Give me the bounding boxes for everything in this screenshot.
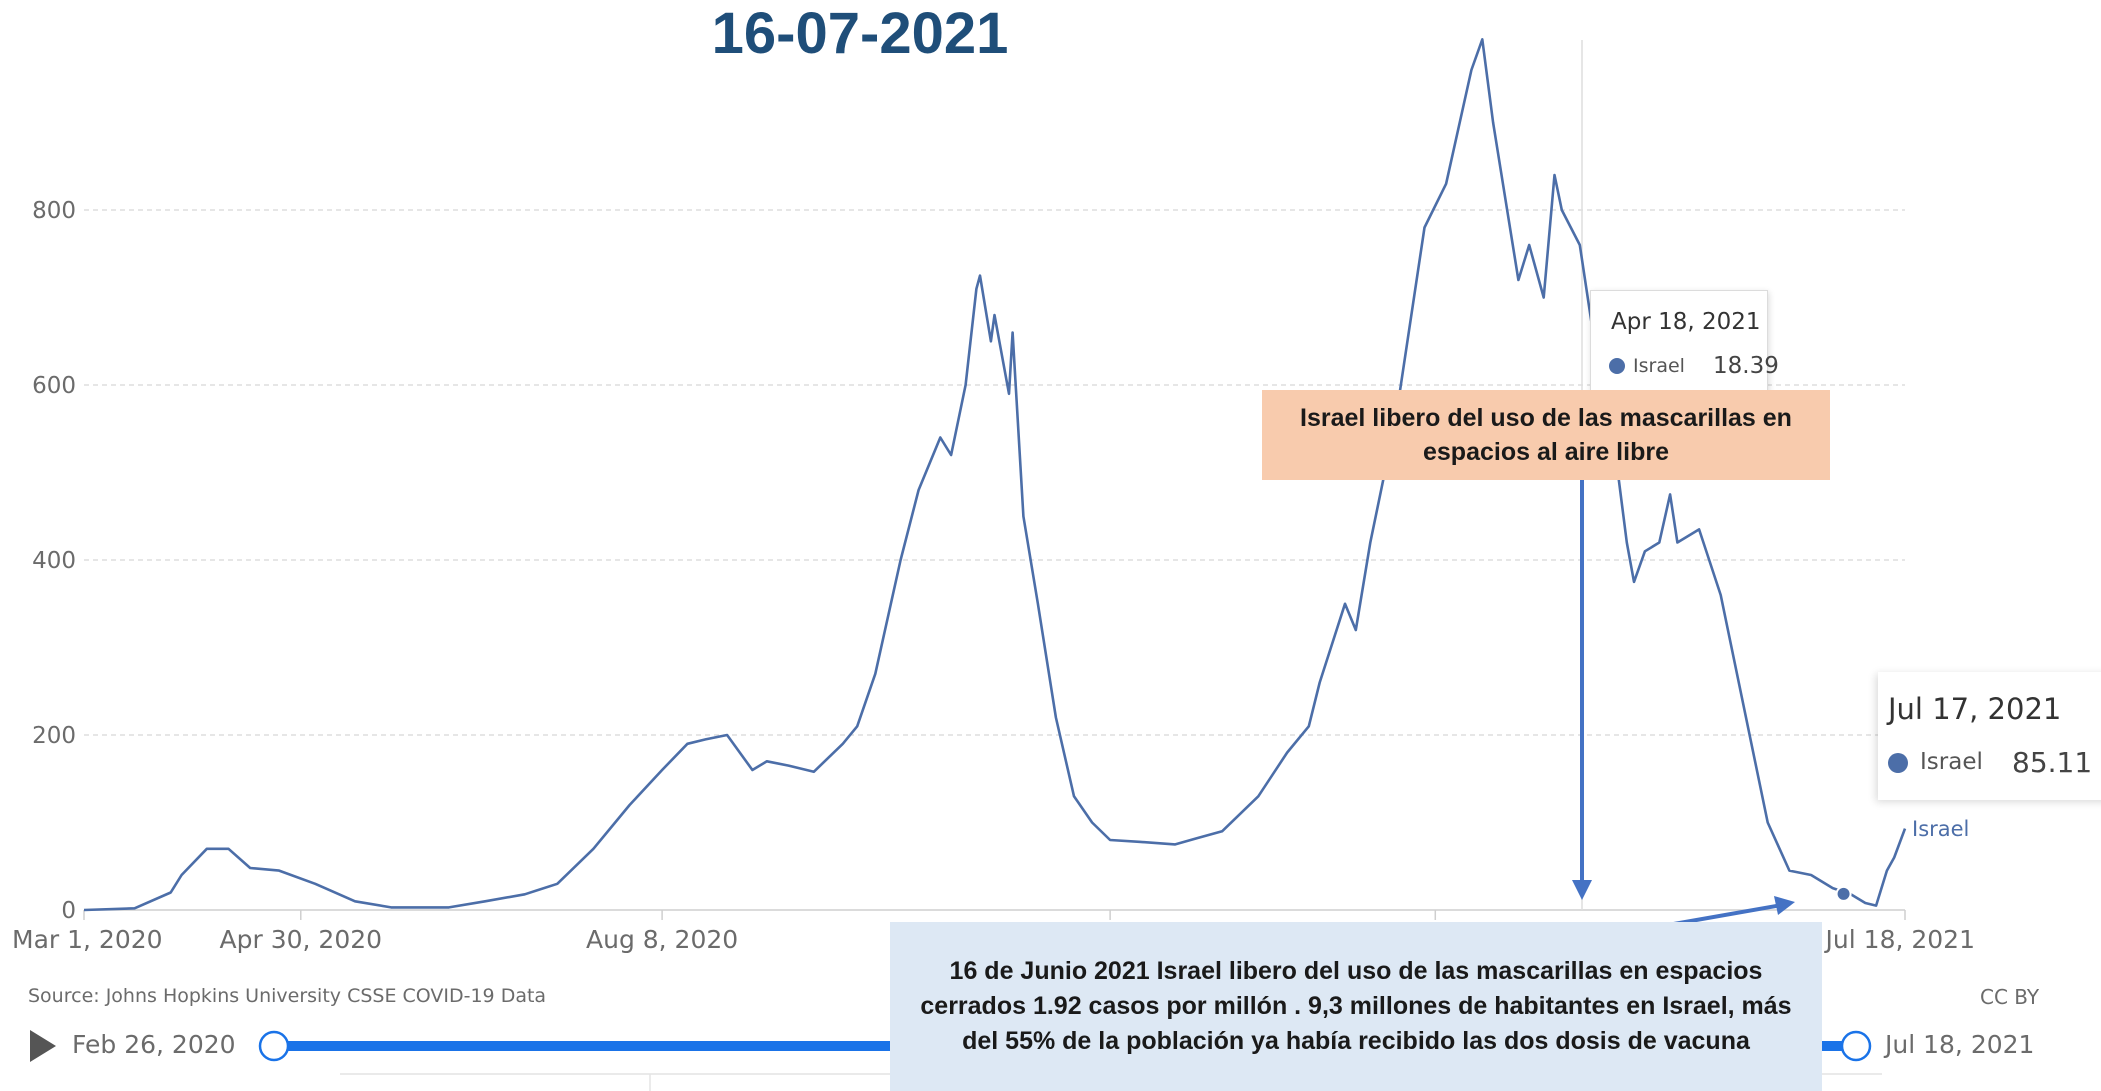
- y-tick-label: 800: [32, 198, 76, 224]
- chart-title: 16-07-2021: [711, 1, 1009, 66]
- x-tick-label: Jul 18, 2021: [1824, 925, 1975, 954]
- series-end-label[interactable]: Israel: [1912, 817, 1970, 841]
- annotation-outdoor-masks: Israel libero del uso de las mascarillas…: [1262, 390, 1830, 480]
- arrow-indoor: [1667, 903, 1783, 927]
- play-icon[interactable]: [30, 1030, 56, 1062]
- timeline-end-handle[interactable]: [1840, 1030, 1872, 1062]
- tooltip-date: Apr 18, 2021: [1611, 309, 1761, 335]
- y-tick-label: 400: [32, 548, 76, 574]
- y-tick-label: 0: [61, 898, 76, 924]
- grid-lines: [84, 209, 1905, 736]
- annotation-text: 16 de Junio 2021 Israel libero del uso d…: [920, 957, 1792, 1055]
- annotation-indoor-masks: 16 de Junio 2021 Israel libero del uso d…: [890, 922, 1822, 1091]
- highlight-marker[interactable]: [1835, 885, 1852, 902]
- series-dot-icon: [1888, 753, 1908, 773]
- tooltip-apr18: Apr 18, 2021 Israel 18.39: [1590, 290, 1779, 402]
- tooltip-series: Israel: [1633, 355, 1685, 377]
- x-tick-label: Aug 8, 2020: [586, 925, 738, 954]
- license-link[interactable]: CC BY: [1980, 985, 2040, 1009]
- x-tick-label: Apr 30, 2020: [220, 925, 383, 954]
- tooltip-date: Jul 17, 2021: [1888, 692, 2062, 726]
- annotation-text: Israel libero del uso de las mascarillas…: [1300, 404, 1792, 466]
- tooltip-value: 85.11: [2012, 746, 2093, 779]
- series-dot-icon: [1609, 358, 1625, 374]
- x-tick-label: Mar 1, 2020: [12, 925, 163, 954]
- y-axis-ticks: 0 200 400 600 800: [32, 198, 76, 924]
- arrowhead-icon: [1774, 896, 1795, 915]
- tooltip-jul17: Jul 17, 2021 Israel 85.11: [1878, 672, 2101, 800]
- slider-start-label: Feb 26, 2020: [72, 1030, 236, 1059]
- y-tick-label: 600: [32, 373, 76, 399]
- x-axis-ticks: Mar 1, 2020 Apr 30, 2020 Aug 8, 2020 Jul 18…: [12, 910, 1975, 954]
- series-israel: [83, 38, 1907, 912]
- arrowhead-icon: [1572, 880, 1592, 900]
- source-credit[interactable]: Source: Johns Hopkins University CSSE CO…: [28, 985, 547, 1007]
- tooltip-value: 18.39: [1713, 353, 1779, 379]
- y-tick-label: 200: [32, 723, 76, 749]
- timeline-start-handle[interactable]: [258, 1030, 290, 1062]
- series-line-israel[interactable]: [83, 38, 1907, 912]
- tooltip-series: Israel: [1920, 749, 1983, 775]
- slider-end-label: Jul 18, 2021: [1885, 1030, 2035, 1059]
